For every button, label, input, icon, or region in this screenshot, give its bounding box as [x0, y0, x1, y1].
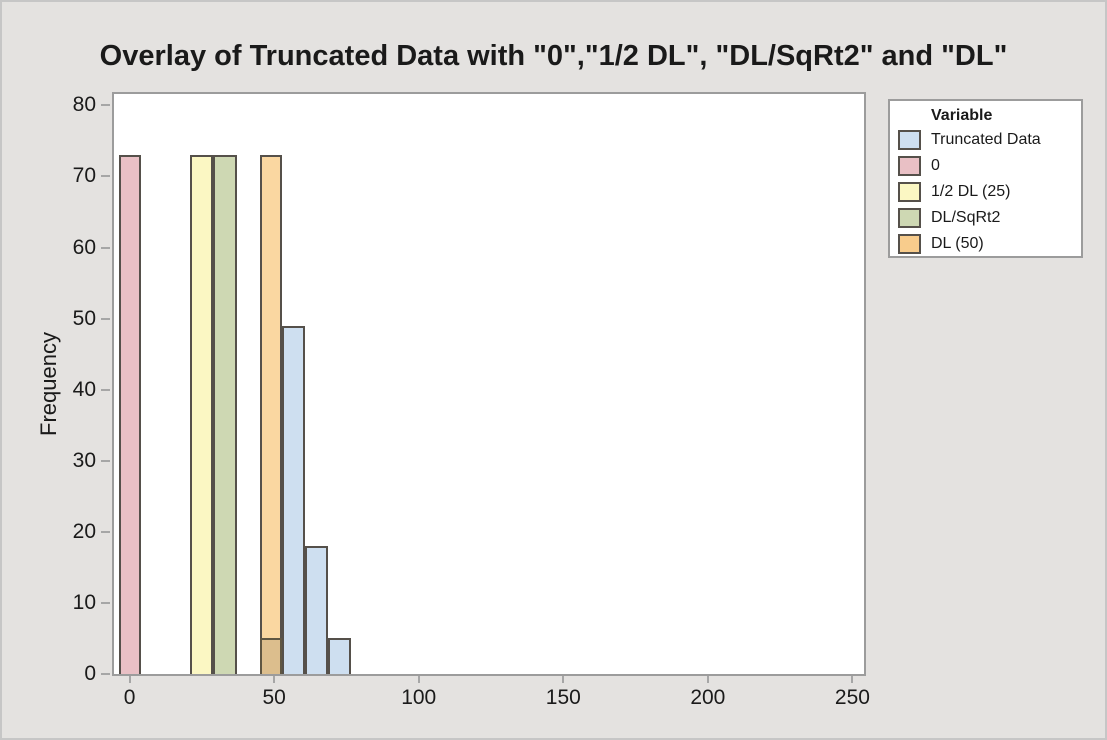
- histogram-bar: [327, 638, 352, 674]
- overlap-bar: [259, 638, 282, 674]
- histogram-bar: [281, 325, 306, 674]
- y-tick-label: 0: [84, 662, 96, 685]
- y-tick-label: 80: [72, 93, 96, 117]
- histogram-bar: [189, 155, 213, 674]
- x-tick: [562, 676, 565, 683]
- legend: Variable Truncated Data 0 1/2 DL (25) DL/Sq…: [888, 99, 1083, 258]
- legend-item-label: 0: [931, 157, 940, 174]
- legend-swatch: [898, 234, 921, 254]
- legend-item-label: Truncated Data: [931, 131, 1041, 148]
- plot-area: 0 50 100 150 200 250 0 10 20 30 40 50 60 70 80: [73, 92, 870, 709]
- histogram-bar: [305, 546, 328, 674]
- x-tick: [273, 676, 276, 683]
- legend-item-label: DL (50): [931, 235, 984, 252]
- legend-item: 1/2 DL (25): [890, 179, 1081, 205]
- y-tick-label: 30: [72, 448, 96, 472]
- y-tick-label: 50: [72, 306, 96, 330]
- chart-title: Overlay of Truncated Data with "0","1/2 …: [99, 40, 1008, 72]
- legend-swatch: [898, 182, 921, 202]
- y-tick-label: 40: [72, 377, 96, 401]
- y-tick: [101, 317, 110, 320]
- x-tick: [128, 676, 131, 683]
- x-tick-label: 150: [545, 686, 581, 709]
- legend-item: Truncated Data: [890, 127, 1081, 153]
- x-tick-label: 50: [262, 686, 286, 709]
- y-tick: [101, 601, 110, 604]
- y-tick-label: 70: [72, 164, 96, 188]
- y-tick: [101, 175, 110, 178]
- histogram-bar: [212, 155, 237, 674]
- histogram-bar: [259, 155, 282, 674]
- y-tick: [101, 246, 110, 249]
- y-tick: [101, 388, 110, 391]
- y-tick-label: 10: [72, 590, 96, 614]
- x-tick: [417, 676, 420, 683]
- x-tick-label: 200: [690, 686, 726, 709]
- y-tick-label: 20: [72, 519, 96, 543]
- legend-items: Truncated Data 0 1/2 DL (25) DL/SqRt2 DL (50…: [890, 127, 1081, 257]
- legend-item: DL (50): [890, 231, 1081, 257]
- y-tick: [101, 104, 110, 107]
- y-tick-label: 60: [72, 235, 96, 259]
- histogram-bar: [118, 155, 142, 674]
- x-tick: [851, 676, 854, 683]
- x-tick: [706, 676, 709, 683]
- y-tick: [101, 530, 110, 533]
- legend-title: Variable: [931, 107, 993, 124]
- x-tick-label: 250: [834, 686, 870, 709]
- legend-item: DL/SqRt2: [890, 205, 1081, 231]
- x-tick-label: 0: [123, 686, 136, 709]
- y-tick: [101, 673, 110, 675]
- y-tick: [101, 459, 110, 462]
- legend-item: 0: [890, 153, 1081, 179]
- legend-swatch: [898, 156, 921, 176]
- legend-swatch: [898, 130, 921, 150]
- x-tick-label: 100: [401, 686, 437, 709]
- legend-item-label: DL/SqRt2: [931, 209, 1001, 226]
- legend-item-label: 1/2 DL (25): [931, 183, 1011, 200]
- legend-swatch: [898, 208, 921, 228]
